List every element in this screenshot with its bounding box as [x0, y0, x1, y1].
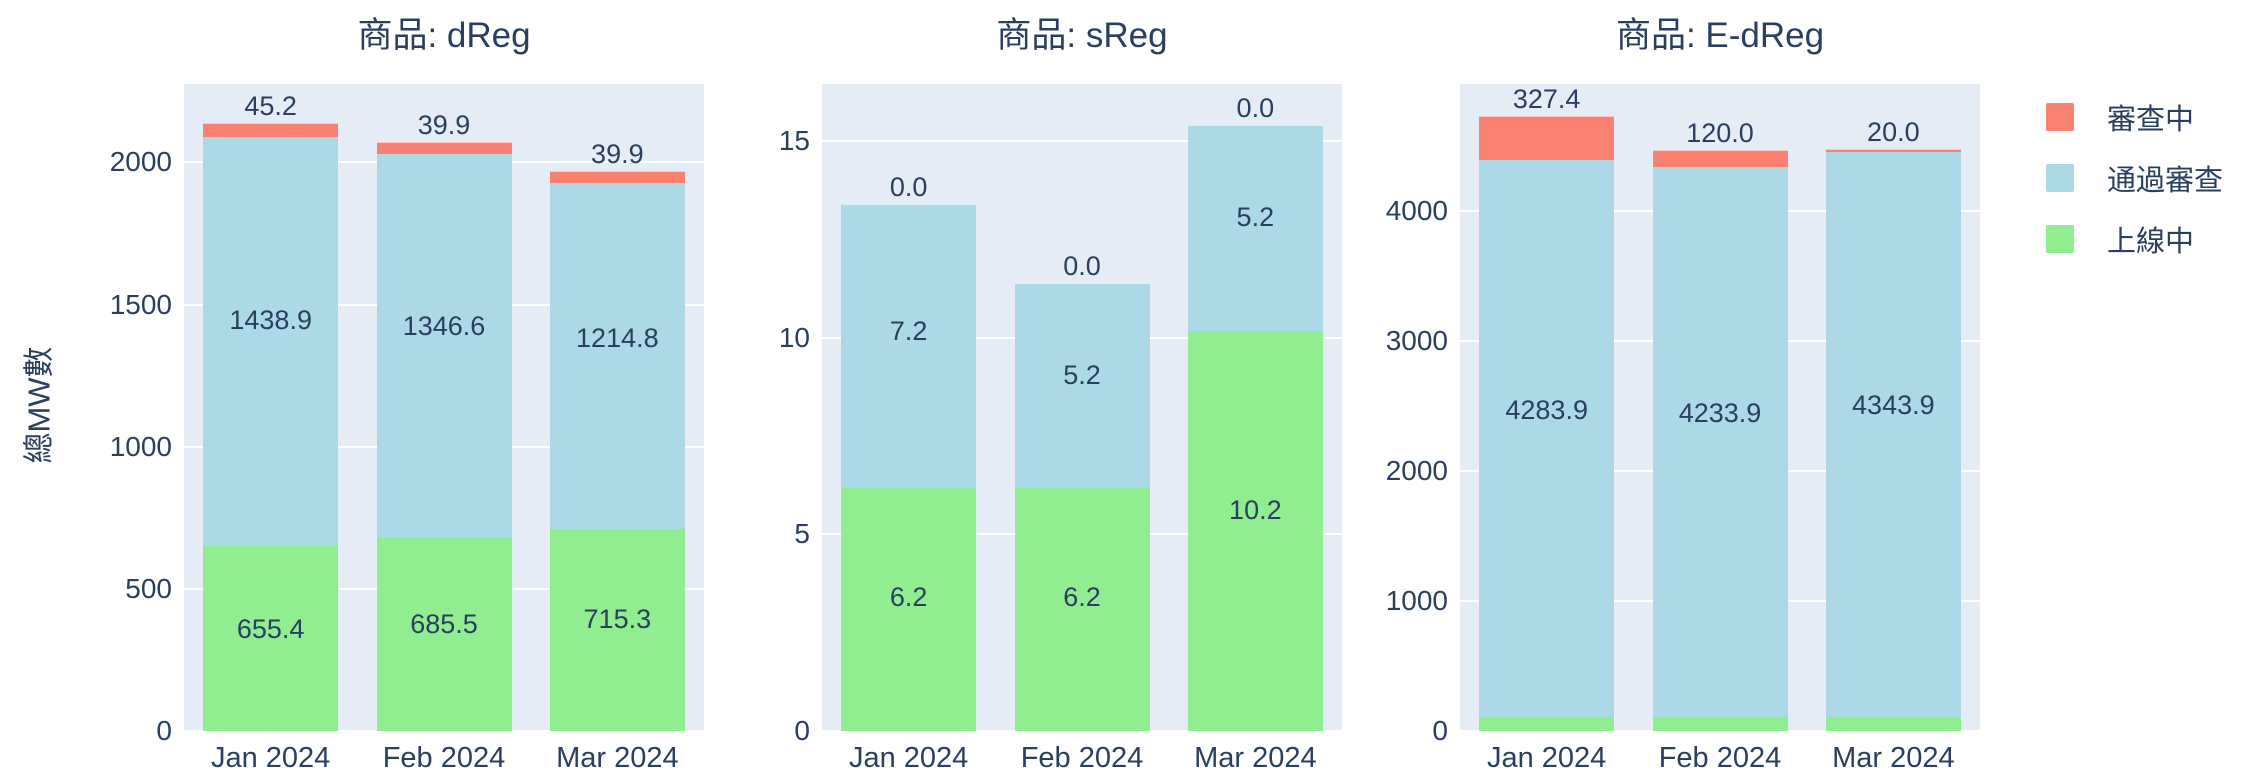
bar-segment-審查中 [203, 122, 339, 137]
bar-segment-上線中 [549, 527, 685, 731]
legend-swatch [2046, 225, 2074, 253]
legend-swatch [2046, 164, 2074, 192]
bar-segment-上線中 [1014, 487, 1150, 731]
bar-value-label: 4233.9 [1678, 398, 1762, 429]
plot-area: 116.04283.9327.4116.04233.9120.0116.0434… [1460, 84, 1980, 731]
legend-item-2[interactable]: 上線中 [2046, 218, 2223, 260]
legend: 審查中通過審查上線中 [2046, 96, 2223, 260]
y-tick-label: 0 [794, 715, 810, 746]
bar-segment-審查中 [1479, 116, 1615, 160]
x-tick-label: Mar 2024 [1194, 742, 1317, 774]
bar-segment-上線中 [203, 544, 339, 731]
bar-value-label: 45.2 [244, 90, 297, 121]
bar-value-label: 715.3 [583, 604, 652, 635]
x-tick-label: Jan 2024 [848, 742, 969, 774]
y-tick-label: 3000 [1385, 325, 1448, 356]
plot-area: 655.4 1438.9 45.2 685.5 1346.6 39.9 715.3 1214.… [184, 84, 704, 731]
x-tick-label: Feb 2024 [1658, 742, 1782, 774]
bar-segment-通過審查 [841, 203, 977, 489]
bar-segment-審查中 [1825, 148, 1961, 153]
legend-label: 審查中 [2107, 104, 2195, 136]
y-tick-label: 15 [778, 125, 810, 157]
bar-segment-通過審查 [1479, 159, 1615, 717]
bar-segment-審查中 [1652, 149, 1788, 167]
y-tick-label: 2000 [1385, 455, 1448, 486]
bar-value-label: 7.2 [889, 316, 928, 347]
bar-segment-上線中 [376, 536, 512, 731]
y-tick-label: 4000 [1385, 195, 1448, 226]
y-tick-label: 2000 [109, 146, 172, 178]
y-tick-label: 1000 [1385, 585, 1448, 616]
x-tick-label: Feb 2024 [382, 742, 506, 774]
legend-label: 上線中 [2107, 226, 2195, 258]
bar-value-label: 0.0 [1236, 93, 1275, 124]
bar-segment-通過審查 [549, 182, 685, 529]
bar-value-label: 6.2 [889, 581, 928, 612]
x-tick-label: Jan 2024 [1486, 742, 1607, 774]
bar-value-label: 0.0 [1063, 250, 1101, 281]
bar-value-label: 4343.9 [1852, 390, 1935, 421]
y-tick-label: 5 [794, 518, 810, 550]
bar-value-label: 39.9 [417, 109, 471, 140]
bar-value-label: 4283.9 [1505, 394, 1588, 425]
bar-segment-通過審查 [203, 135, 339, 546]
y-tick-label: 0 [156, 715, 172, 746]
y-tick-label: 10 [778, 321, 810, 353]
bar-segment-審查中 [549, 170, 685, 184]
y-tick-label: 1500 [109, 288, 172, 320]
bar-segment-上線中 [1825, 715, 1961, 731]
bar-value-label: 1438.9 [229, 304, 312, 335]
bar-segment-通過審查 [1014, 282, 1150, 489]
bar-segment-通過審查 [376, 153, 512, 538]
bar-value-label: 0.0 [889, 171, 928, 202]
bar-value-label: 6.2 [1063, 581, 1101, 612]
legend-item-0[interactable]: 審查中 [2046, 96, 2223, 138]
bar-value-label: 685.5 [410, 608, 478, 639]
bar-segment-上線中 [841, 487, 977, 731]
y-tick-label: 1000 [109, 430, 172, 462]
bar-value-label: 1214.8 [576, 322, 659, 353]
bar-value-label: 5.2 [1236, 202, 1275, 233]
x-tick-label: Feb 2024 [1020, 742, 1144, 774]
bar-segment-上線中 [1652, 715, 1788, 731]
x-tick-label: Jan 2024 [210, 742, 331, 774]
bar-value-label: 10.2 [1229, 495, 1282, 526]
bar-segment-通過審查 [1825, 151, 1961, 717]
bar-segment-上線中 [1187, 329, 1323, 731]
subplot-title: 商品: dReg [357, 16, 531, 55]
x-tick-label: Mar 2024 [1832, 742, 1955, 774]
bar-value-label: 120.0 [1686, 117, 1754, 148]
bar-value-label: 5.2 [1063, 359, 1101, 390]
plot-area: 6.2 7.2 0.0 6.2 5.2 0.0 10.2 5.2 0.0 [822, 84, 1342, 731]
bar-segment-審查中 [376, 141, 512, 155]
bar-value-label: 655.4 [236, 613, 305, 644]
gridline [822, 140, 1342, 143]
subplot-title: 商品: E-dReg [1615, 16, 1825, 55]
bar-value-label: 1346.6 [402, 310, 486, 341]
bar-value-label: 39.9 [591, 138, 644, 169]
legend-swatch [2046, 103, 2074, 131]
bar-value-label: 327.4 [1512, 84, 1581, 115]
y-tick-label: 500 [125, 572, 172, 604]
y-tick-label: 0 [1432, 715, 1448, 746]
bar-segment-通過審查 [1652, 165, 1788, 717]
bar-segment-上線中 [1479, 715, 1615, 731]
legend-item-1[interactable]: 通過審查 [2046, 157, 2223, 199]
x-tick-label: Mar 2024 [556, 742, 679, 774]
bar-value-label: 20.0 [1867, 116, 1920, 147]
subplot-title: 商品: sReg [996, 16, 1168, 55]
bar-segment-通過審查 [1187, 125, 1323, 331]
legend-label: 通過審查 [2107, 165, 2224, 197]
